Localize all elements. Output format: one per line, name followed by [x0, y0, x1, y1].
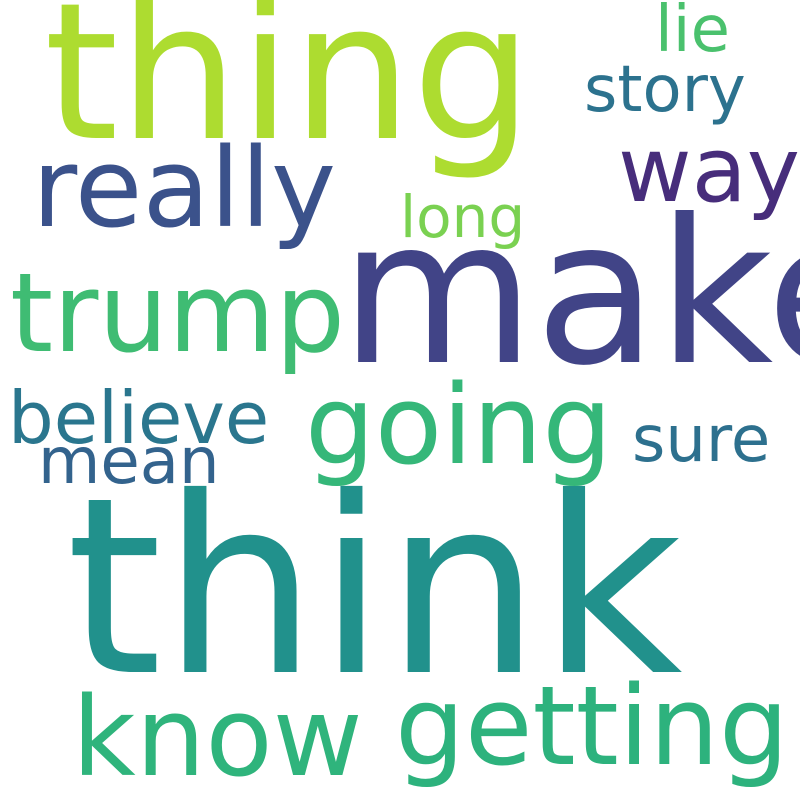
- word-lie: lie: [655, 0, 730, 67]
- word-going: going: [305, 361, 613, 489]
- word-getting: getting: [395, 662, 789, 790]
- word-trump: trump: [10, 249, 346, 377]
- word-believe: believe: [8, 376, 270, 460]
- word-really: really: [32, 124, 337, 252]
- word-make: make: [340, 177, 800, 410]
- word-know: know: [72, 673, 363, 800]
- word-thing: thing: [44, 0, 533, 183]
- word-sure: sure: [632, 403, 771, 477]
- word-way: way: [618, 118, 800, 223]
- word-long: long: [400, 183, 526, 251]
- word-story: story: [584, 53, 746, 127]
- word-think: think: [66, 445, 683, 730]
- word-mean: mean: [38, 425, 220, 499]
